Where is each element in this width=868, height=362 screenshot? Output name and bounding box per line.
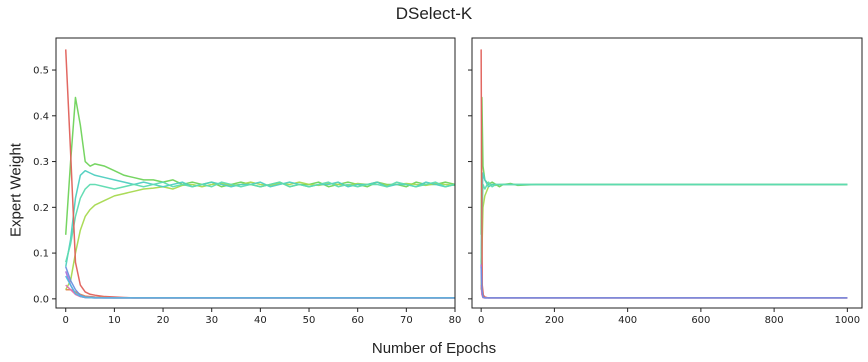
- x-tick: 70: [400, 308, 413, 326]
- chart-title: DSelect-K: [395, 4, 473, 23]
- x-tick: 30: [205, 308, 218, 326]
- plot-frame: [55, 37, 456, 309]
- y-tick-label: 0.2: [33, 203, 49, 214]
- x-axis-label: Number of Epochs: [371, 340, 497, 357]
- x-tick-label: 50: [303, 315, 316, 326]
- y-tick-label: 0.4: [33, 111, 49, 122]
- series-line-6: [65, 288, 455, 299]
- series-line-5: [64, 49, 455, 299]
- y-tick-label: 0.3: [33, 157, 49, 168]
- plot-frame: [471, 37, 863, 309]
- series-group: [480, 49, 848, 299]
- x-tick-label: 1000: [835, 315, 860, 326]
- x-tick: 20: [157, 308, 170, 326]
- series-line-4: [480, 181, 848, 263]
- x-tick: 600: [691, 308, 710, 326]
- series-line-9: [65, 284, 455, 299]
- y-tick: 0.0: [33, 294, 56, 305]
- x-tick: 200: [545, 308, 564, 326]
- x-tick-label: 200: [545, 315, 564, 326]
- y-tick: 0.5: [33, 66, 56, 77]
- y-tick: 0.2: [33, 203, 56, 214]
- series-line-1: [480, 96, 848, 235]
- x-tick-label: 800: [765, 315, 784, 326]
- panel-1: 0 10 20 30 40 50 60 70 80 0.0 0.1 0.2 0.3 0.4 0.5: [33, 37, 462, 326]
- x-tick-label: 40: [254, 315, 267, 326]
- x-tick: 40: [254, 308, 267, 326]
- series-line-8: [65, 266, 455, 299]
- x-tick-label: 20: [157, 315, 170, 326]
- x-tick-label: 400: [618, 315, 637, 326]
- x-tick: 60: [351, 308, 364, 326]
- x-tick-label: 0: [63, 315, 69, 326]
- x-tick: 80: [449, 308, 462, 326]
- series-line-10: [65, 275, 455, 299]
- x-tick: 0: [478, 308, 484, 326]
- series-line-6: [480, 264, 848, 299]
- series-line-1: [64, 96, 455, 235]
- x-tick-label: 80: [449, 315, 462, 326]
- x-tick: 800: [765, 308, 784, 326]
- y-tick: 0.1: [33, 249, 56, 260]
- x-tick-label: 0: [478, 315, 484, 326]
- series-group: [64, 49, 455, 299]
- y-tick: 0.3: [33, 157, 56, 168]
- x-tick-label: 70: [400, 315, 413, 326]
- panel-2: 0 200 400 600 800 1000: [468, 37, 863, 326]
- y-tick-label: 0.1: [33, 249, 49, 260]
- x-tick: 400: [618, 308, 637, 326]
- series-line-7: [480, 285, 848, 299]
- x-tick: 50: [303, 308, 316, 326]
- series-line-2: [480, 183, 848, 290]
- x-tick-label: 60: [351, 315, 364, 326]
- series-line-3: [480, 172, 848, 267]
- x-tick: 10: [108, 308, 121, 326]
- y-tick: 0.4: [33, 111, 56, 122]
- x-tick-label: 600: [691, 315, 710, 326]
- series-line-5: [480, 49, 848, 299]
- series-line-7: [65, 271, 455, 299]
- series-line-4: [65, 181, 455, 263]
- series-line-2: [65, 181, 455, 291]
- x-tick-label: 10: [108, 315, 121, 326]
- series-line-8: [480, 266, 848, 299]
- x-tick: 1000: [835, 308, 860, 326]
- y-tick-label: 0.0: [33, 294, 49, 305]
- x-tick: 0: [63, 308, 69, 326]
- y-tick-label: 0.5: [33, 66, 49, 77]
- x-tick-label: 30: [205, 315, 218, 326]
